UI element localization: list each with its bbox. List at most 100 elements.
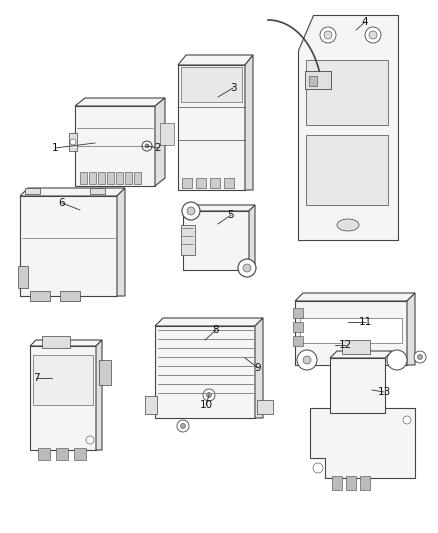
Bar: [346, 476, 356, 490]
Bar: [155, 326, 255, 418]
Circle shape: [297, 350, 317, 370]
Circle shape: [365, 27, 381, 43]
Bar: [90, 188, 105, 194]
Bar: [257, 400, 273, 414]
Polygon shape: [249, 205, 255, 270]
Bar: [210, 178, 220, 188]
Polygon shape: [295, 293, 415, 301]
Polygon shape: [183, 205, 255, 211]
Bar: [196, 178, 206, 188]
Circle shape: [320, 27, 336, 43]
Bar: [60, 291, 80, 301]
Bar: [300, 318, 402, 343]
Bar: [182, 178, 192, 188]
Text: 10: 10: [199, 400, 212, 410]
Bar: [293, 308, 303, 318]
Bar: [293, 336, 303, 346]
Text: 7: 7: [33, 373, 39, 383]
Bar: [360, 476, 370, 490]
Text: 6: 6: [59, 198, 65, 208]
Circle shape: [206, 392, 212, 398]
Bar: [89, 172, 96, 184]
Polygon shape: [30, 340, 102, 346]
Circle shape: [203, 389, 215, 401]
Bar: [74, 448, 86, 460]
Circle shape: [414, 351, 426, 363]
Circle shape: [313, 463, 323, 473]
Text: 1: 1: [52, 143, 58, 153]
Circle shape: [142, 141, 152, 151]
Bar: [18, 266, 28, 288]
Polygon shape: [407, 293, 415, 365]
Circle shape: [182, 202, 200, 220]
Ellipse shape: [337, 219, 359, 231]
Polygon shape: [117, 188, 125, 296]
Polygon shape: [155, 318, 263, 326]
Bar: [125, 172, 132, 184]
Bar: [295, 301, 407, 365]
Bar: [181, 225, 195, 255]
Text: 2: 2: [155, 143, 161, 153]
Circle shape: [324, 31, 332, 39]
Text: 11: 11: [358, 317, 371, 327]
Bar: [38, 448, 50, 460]
Bar: [224, 178, 234, 188]
Bar: [80, 172, 87, 184]
Polygon shape: [20, 188, 125, 196]
Bar: [134, 172, 141, 184]
Circle shape: [303, 356, 311, 364]
Polygon shape: [75, 98, 165, 106]
Text: 12: 12: [339, 340, 352, 350]
Bar: [20, 196, 117, 296]
Polygon shape: [255, 318, 263, 418]
Bar: [293, 322, 303, 332]
Bar: [305, 71, 331, 89]
Bar: [183, 211, 249, 270]
Text: 9: 9: [254, 363, 261, 373]
Polygon shape: [310, 408, 415, 478]
Text: 4: 4: [362, 17, 368, 27]
Bar: [56, 448, 68, 460]
Polygon shape: [178, 55, 253, 65]
Bar: [342, 340, 370, 354]
Circle shape: [417, 354, 423, 359]
Bar: [145, 396, 157, 414]
Text: 8: 8: [213, 325, 219, 335]
Bar: [330, 358, 385, 413]
Polygon shape: [96, 340, 102, 450]
Circle shape: [403, 416, 411, 424]
Circle shape: [177, 420, 189, 432]
Bar: [98, 172, 105, 184]
Circle shape: [369, 31, 377, 39]
Bar: [69, 133, 77, 151]
Bar: [181, 67, 242, 102]
Circle shape: [238, 259, 256, 277]
Circle shape: [145, 144, 149, 148]
Bar: [306, 60, 388, 125]
Text: 13: 13: [378, 387, 391, 397]
Polygon shape: [298, 15, 398, 240]
Bar: [42, 336, 70, 348]
Circle shape: [243, 264, 251, 272]
Circle shape: [70, 139, 76, 145]
Bar: [160, 123, 174, 145]
Bar: [332, 476, 342, 490]
Bar: [309, 76, 317, 86]
Bar: [306, 135, 388, 205]
Bar: [178, 65, 245, 190]
Bar: [33, 355, 93, 405]
Bar: [116, 172, 123, 184]
Polygon shape: [245, 55, 253, 190]
Circle shape: [387, 350, 407, 370]
Circle shape: [86, 436, 94, 444]
Bar: [75, 106, 155, 186]
Bar: [25, 188, 40, 194]
Bar: [99, 360, 111, 385]
Polygon shape: [155, 98, 165, 186]
Polygon shape: [330, 351, 392, 358]
Text: 5: 5: [228, 210, 234, 220]
Bar: [30, 291, 50, 301]
Bar: [107, 172, 114, 184]
Bar: [30, 346, 96, 450]
Text: 3: 3: [230, 83, 237, 93]
